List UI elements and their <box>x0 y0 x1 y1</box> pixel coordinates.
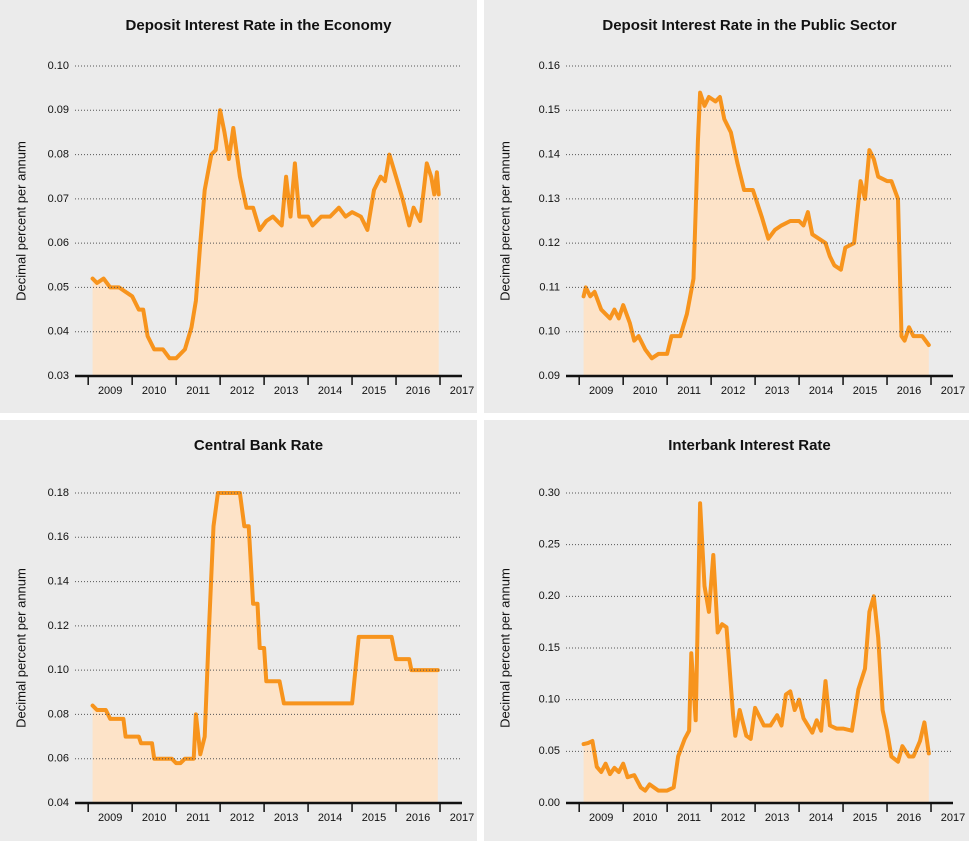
x-tick-label: 2015 <box>362 385 386 397</box>
line <box>90 108 441 361</box>
y-tick-label: 0.06 <box>48 753 69 765</box>
x-tick-label: 2017 <box>941 812 965 824</box>
x-tick-label: 2017 <box>450 812 474 824</box>
y-tick-label: 0.14 <box>48 575 69 587</box>
chart-panel: Deposit Interest Rate in the Public Sect… <box>484 0 969 413</box>
y-tick-label: 0.08 <box>48 708 69 720</box>
x-tick-label: 2013 <box>765 385 789 397</box>
y-tick-label: 0.15 <box>539 642 560 654</box>
x-tick-label: 2013 <box>274 385 298 397</box>
x-tick-label: 2017 <box>450 385 474 397</box>
chart-panel: Deposit Interest Rate in the Economy Deci… <box>0 0 477 413</box>
y-tick-label: 0.16 <box>539 60 560 72</box>
x-tick-label: 2011 <box>186 385 210 397</box>
y-tick-label: 0.15 <box>539 104 560 116</box>
y-tick-label: 0.09 <box>48 104 69 116</box>
y-tick-label: 0.13 <box>539 193 560 205</box>
y-axis-label: Decimal percent per annum <box>497 568 512 728</box>
y-tick-label: 0.14 <box>539 148 560 160</box>
chart-title: Deposit Interest Rate in the Public Sect… <box>602 17 896 34</box>
y-tick-label: 0.10 <box>539 326 560 338</box>
y-tick-label: 0.05 <box>48 281 69 293</box>
chart-title: Central Bank Rate <box>194 437 323 454</box>
y-axis-label: Decimal percent per annum <box>497 141 512 301</box>
x-tick-label: 2012 <box>721 385 745 397</box>
x-tick-label: 2016 <box>406 385 430 397</box>
x-tick-label: 2010 <box>633 385 657 397</box>
y-tick-label: 0.06 <box>48 237 69 249</box>
x-tick-label: 2014 <box>318 385 342 397</box>
x-tick-label: 2012 <box>721 812 745 824</box>
line <box>581 90 931 361</box>
x-tick-label: 2009 <box>98 385 122 397</box>
y-tick-label: 0.03 <box>48 370 69 382</box>
x-tick-label: 2014 <box>809 812 833 824</box>
x-tick-label: 2010 <box>142 385 166 397</box>
y-tick-label: 0.12 <box>539 237 560 249</box>
area-fill <box>92 110 439 377</box>
y-tick-label: 0.25 <box>539 539 560 551</box>
x-tick-label: 2010 <box>633 812 657 824</box>
x-tick-label: 2016 <box>897 385 921 397</box>
x-tick-label: 2015 <box>853 385 877 397</box>
x-tick-label: 2016 <box>897 812 921 824</box>
area-fill <box>583 92 929 376</box>
y-tick-label: 0.18 <box>48 487 69 499</box>
x-tick-label: 2013 <box>274 812 298 824</box>
y-tick-label: 0.05 <box>539 745 560 757</box>
y-tick-label: 0.10 <box>48 60 69 72</box>
x-tick-label: 2011 <box>186 812 210 824</box>
y-tick-label: 0.16 <box>48 531 69 543</box>
x-tick-label: 2017 <box>941 385 965 397</box>
y-axis-label: Decimal percent per annum <box>13 568 28 728</box>
y-tick-label: 0.10 <box>539 694 560 706</box>
chart-title: Deposit Interest Rate in the Economy <box>126 17 393 34</box>
y-tick-label: 0.00 <box>539 797 560 809</box>
x-tick-label: 2015 <box>853 812 877 824</box>
chart-title: Interbank Interest Rate <box>668 437 831 454</box>
x-tick-label: 2014 <box>809 385 833 397</box>
y-tick-label: 0.08 <box>48 148 69 160</box>
x-tick-label: 2011 <box>677 812 701 824</box>
y-axis-label: Decimal percent per annum <box>13 141 28 301</box>
y-tick-label: 0.04 <box>48 326 69 338</box>
x-tick-label: 2016 <box>406 812 430 824</box>
chart-panel: Central Bank Rate Decimal percent per ann… <box>0 420 477 841</box>
y-tick-label: 0.09 <box>539 370 560 382</box>
y-tick-label: 0.10 <box>48 664 69 676</box>
x-tick-label: 2012 <box>230 385 254 397</box>
y-tick-label: 0.30 <box>539 487 560 499</box>
x-tick-label: 2015 <box>362 812 386 824</box>
x-tick-label: 2009 <box>98 812 122 824</box>
x-tick-label: 2009 <box>589 812 613 824</box>
x-tick-label: 2009 <box>589 385 613 397</box>
y-tick-label: 0.12 <box>48 620 69 632</box>
y-tick-label: 0.11 <box>539 281 560 293</box>
y-tick-label: 0.07 <box>48 193 69 205</box>
x-tick-label: 2013 <box>765 812 789 824</box>
y-tick-label: 0.20 <box>539 590 560 602</box>
chart-panel: Interbank Interest Rate Decimal percent p… <box>484 420 969 841</box>
y-tick-label: 0.04 <box>48 797 69 809</box>
x-tick-label: 2012 <box>230 812 254 824</box>
x-tick-label: 2011 <box>677 385 701 397</box>
area-fill <box>92 493 438 803</box>
line <box>581 501 931 793</box>
line <box>90 491 440 766</box>
x-tick-label: 2010 <box>142 812 166 824</box>
x-tick-label: 2014 <box>318 812 342 824</box>
